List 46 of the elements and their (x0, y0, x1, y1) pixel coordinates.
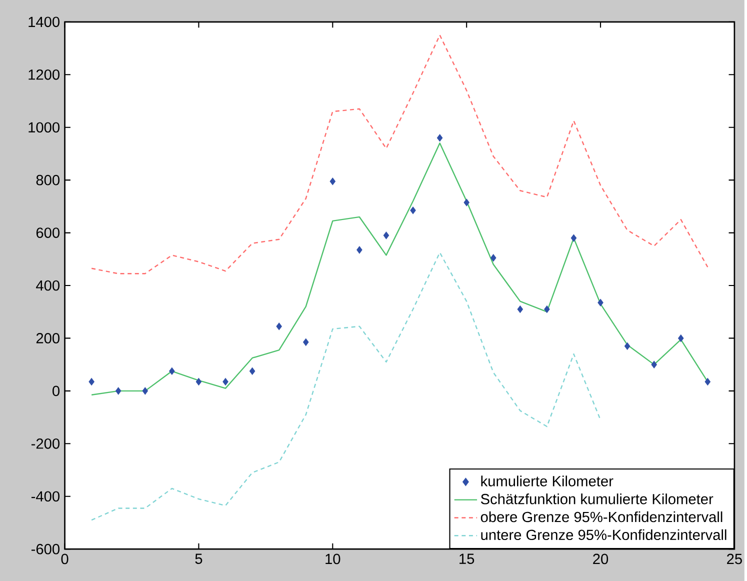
point (704, 378, 711, 386)
point (490, 254, 496, 262)
point (464, 198, 470, 206)
y-tick-label: 1400 (28, 16, 60, 28)
point (383, 232, 390, 240)
y-tick-label: 1200 (28, 69, 60, 80)
point (169, 367, 175, 375)
x-tick-label: 0 (61, 554, 68, 564)
point (116, 387, 122, 395)
x-tick-label: 15 (460, 554, 474, 564)
point (436, 134, 443, 142)
point (303, 338, 309, 346)
y-tick-label: 200 (36, 333, 60, 344)
legend-label: obere Grenze 95%-Konfidenzintervall (480, 511, 722, 522)
x-tick-label: 20 (593, 554, 608, 564)
point (142, 387, 148, 395)
y-tick-label: 0 (52, 386, 60, 396)
y-tick-label: -400 (31, 491, 60, 502)
point (624, 342, 630, 350)
point (651, 360, 657, 368)
point (544, 306, 550, 313)
x-tick-label: 5 (195, 554, 202, 564)
point (276, 322, 282, 330)
y-tick-label: 1000 (28, 122, 60, 133)
y-tick-label: 600 (36, 228, 60, 238)
point (517, 306, 524, 313)
point (222, 378, 228, 386)
point (88, 378, 94, 386)
legend-label: Schätzfunktion kumulierte Kilometer (480, 494, 714, 504)
point (598, 298, 604, 306)
x-tick-label: 25 (727, 554, 742, 564)
point (249, 367, 256, 375)
point (678, 334, 684, 342)
y-tick-label: 800 (36, 174, 60, 186)
point (356, 246, 362, 254)
y-tick-label: -200 (31, 438, 60, 449)
legend-label: kumulierte Kilometer (481, 476, 614, 486)
x-tick-label: 10 (326, 554, 340, 564)
point (330, 178, 336, 186)
point (570, 234, 577, 242)
point (410, 206, 416, 214)
y-tick-label: 400 (36, 280, 60, 291)
legend-label: untere Grenze 95%-Konfidenzintervall (481, 529, 726, 540)
point (196, 378, 202, 386)
line-series (90, 34, 708, 274)
y-tick-label: -600 (31, 544, 60, 554)
